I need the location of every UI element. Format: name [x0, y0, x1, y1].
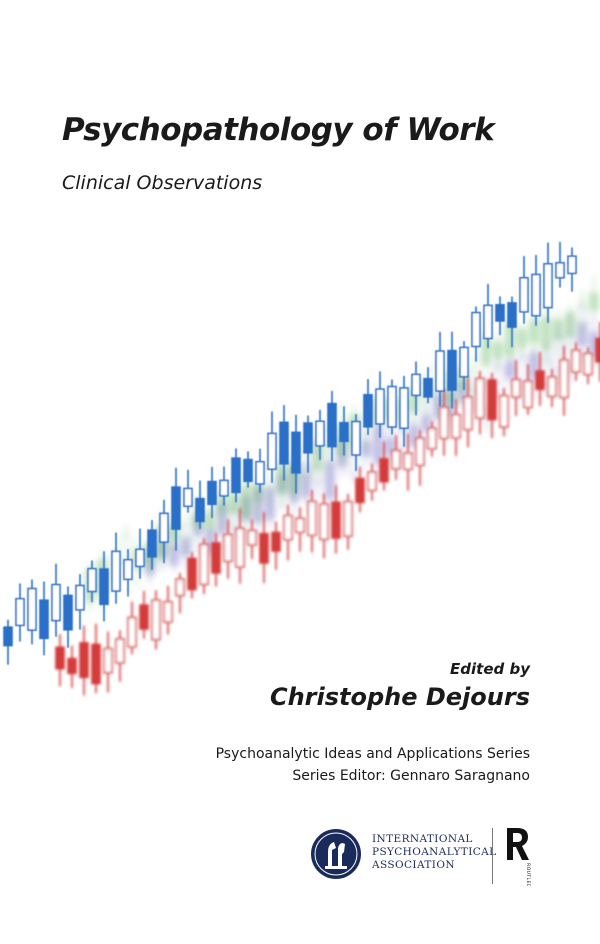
book-subtitle: Clinical Observations — [62, 172, 263, 194]
ipa-seal-icon — [311, 829, 361, 879]
ipa-logo-text: International Psychoanalytical Associati… — [372, 833, 497, 871]
series-name: Psychoanalytic Ideas and Applications Se… — [215, 746, 530, 762]
editor-name: Christophe Dejours — [269, 683, 530, 711]
routledge-logo-icon: ROUTLEDGE — [507, 828, 531, 886]
logo-divider — [492, 828, 493, 884]
edited-by-label: Edited by — [450, 660, 530, 678]
svg-text:ROUTLEDGE: ROUTLEDGE — [525, 863, 531, 886]
candlestick-chart-graphic — [0, 230, 600, 730]
series-editor: Series Editor: Gennaro Saragnano — [292, 768, 530, 784]
book-title: Psychopathology of Work — [62, 112, 495, 148]
